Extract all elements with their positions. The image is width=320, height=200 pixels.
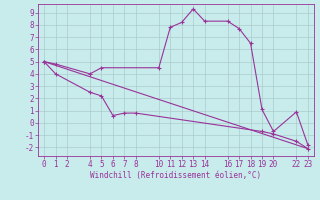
X-axis label: Windchill (Refroidissement éolien,°C): Windchill (Refroidissement éolien,°C) (91, 171, 261, 180)
